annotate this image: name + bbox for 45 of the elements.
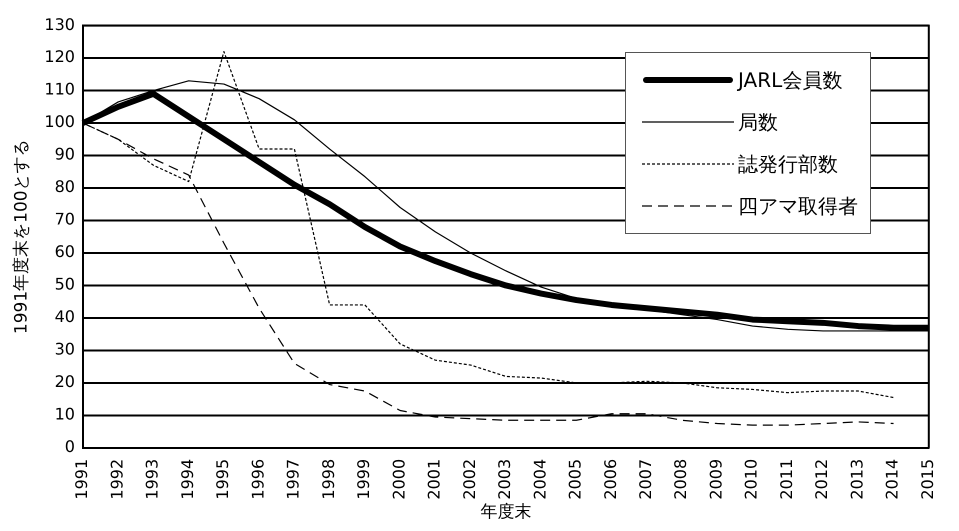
x-tick-label: 1991 [72, 458, 92, 500]
x-tick-label: 2014 [882, 458, 902, 500]
x-tick-label: 2000 [389, 458, 408, 500]
y-axis-title: 1991年度末を100とする [12, 139, 32, 334]
x-tick-label: 2010 [742, 458, 761, 500]
x-tick-label: 2006 [600, 458, 620, 500]
y-tick-label: 80 [54, 177, 75, 196]
y-tick-label: 110 [44, 80, 75, 99]
x-tick-label: 2011 [776, 458, 796, 500]
x-tick-label: 1998 [318, 458, 338, 500]
x-tick-label: 2007 [636, 458, 656, 500]
x-tick-label: 2013 [847, 458, 866, 500]
y-tick-label: 100 [44, 112, 75, 132]
y-tick-label: 0 [64, 437, 75, 456]
x-tick-label: 2009 [706, 458, 726, 500]
legend-label: JARL会員数 [738, 66, 842, 94]
y-tick-label: 50 [54, 274, 75, 294]
legend-label: 四アマ取得者 [738, 192, 858, 220]
x-tick-label: 1996 [248, 458, 268, 500]
y-tick-label: 120 [44, 47, 75, 66]
x-tick-label: 2001 [424, 458, 444, 500]
y-tick-label: 70 [54, 210, 75, 229]
x-tick-label: 1992 [107, 458, 126, 500]
x-tick-label: 1993 [142, 458, 162, 500]
x-tick-label: 2005 [566, 458, 585, 500]
y-tick-label: 10 [54, 404, 75, 424]
y-tick-label: 20 [54, 372, 75, 392]
y-tick-label: 130 [44, 14, 75, 34]
x-tick-label: 2008 [671, 458, 690, 500]
x-tick-label: 1994 [178, 458, 197, 500]
x-tick-label: 2004 [530, 458, 550, 500]
x-tick-label: 2012 [812, 458, 832, 500]
legend-label: 局数 [738, 108, 778, 136]
x-tick-label: 1999 [354, 458, 374, 500]
x-tick-label: 2015 [918, 458, 937, 500]
y-tick-label: 60 [54, 242, 75, 262]
x-tick-label: 1997 [284, 458, 303, 500]
legend-label: 誌発行部数 [738, 150, 838, 178]
x-tick-label: 2002 [460, 458, 479, 500]
y-tick-label: 90 [54, 144, 75, 164]
x-axis-title: 年度末 [480, 502, 532, 522]
y-tick-label: 40 [54, 307, 75, 326]
y-tick-label: 30 [54, 340, 75, 359]
x-tick-label: 2003 [495, 458, 514, 500]
x-tick-label: 1995 [213, 458, 232, 500]
